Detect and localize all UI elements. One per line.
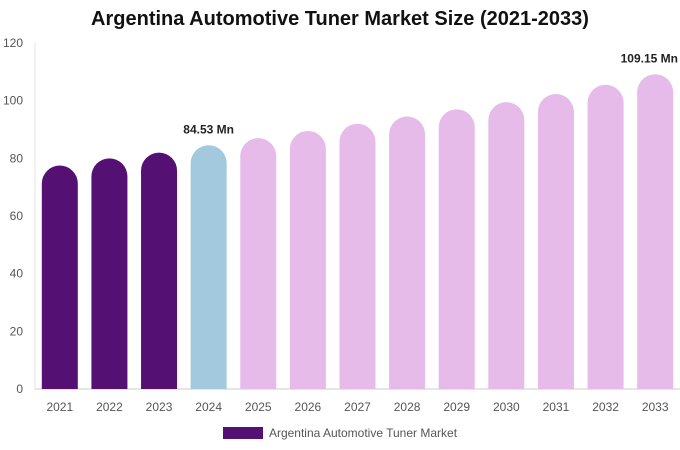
y-tick-label: 100 bbox=[3, 94, 23, 108]
bar-2029 bbox=[438, 109, 475, 390]
x-tick-label: 2028 bbox=[394, 400, 421, 414]
bar-2022 bbox=[91, 158, 128, 389]
x-tick-label: 2022 bbox=[96, 400, 123, 414]
bar-2033 bbox=[637, 74, 674, 389]
data-label-2024: 84.53 Mn bbox=[183, 122, 234, 136]
y-tick-label: 40 bbox=[10, 267, 24, 281]
x-tick-label: 2032 bbox=[592, 400, 619, 414]
chart-title: Argentina Automotive Tuner Market Size (… bbox=[91, 8, 589, 30]
x-tick-label: 2026 bbox=[295, 400, 322, 414]
x-tick-label: 2024 bbox=[195, 400, 222, 414]
legend-swatch bbox=[222, 427, 263, 439]
bar-2023 bbox=[141, 152, 178, 389]
legend: Argentina Automotive Tuner Market bbox=[0, 426, 680, 440]
x-tick-label: 2030 bbox=[493, 400, 520, 414]
data-label-2033: 109.15 Mn bbox=[621, 51, 678, 65]
y-tick-label: 80 bbox=[10, 151, 24, 165]
bar-2030 bbox=[488, 102, 525, 390]
bar-2032 bbox=[587, 84, 624, 389]
x-tick-label: 2029 bbox=[443, 400, 470, 414]
y-tick-label: 20 bbox=[10, 324, 24, 338]
bar-2025 bbox=[240, 138, 277, 389]
x-tick-label: 2025 bbox=[245, 400, 272, 414]
bar-2027 bbox=[339, 123, 376, 389]
x-tick-label: 2021 bbox=[46, 400, 73, 414]
x-tick-label: 2033 bbox=[642, 400, 669, 414]
y-tick-label: 120 bbox=[3, 36, 23, 50]
x-tick-label: 2023 bbox=[146, 400, 173, 414]
bar-2021 bbox=[41, 165, 78, 389]
bar-2026 bbox=[289, 130, 326, 390]
bar-2024 bbox=[190, 145, 227, 389]
bar-2028 bbox=[389, 116, 426, 389]
y-tick-label: 0 bbox=[16, 382, 23, 396]
x-tick-label: 2027 bbox=[344, 400, 371, 414]
x-tick-label: 2031 bbox=[543, 400, 570, 414]
y-tick-label: 60 bbox=[10, 209, 24, 223]
legend-label: Argentina Automotive Tuner Market bbox=[268, 426, 458, 440]
bar-2031 bbox=[537, 94, 574, 389]
